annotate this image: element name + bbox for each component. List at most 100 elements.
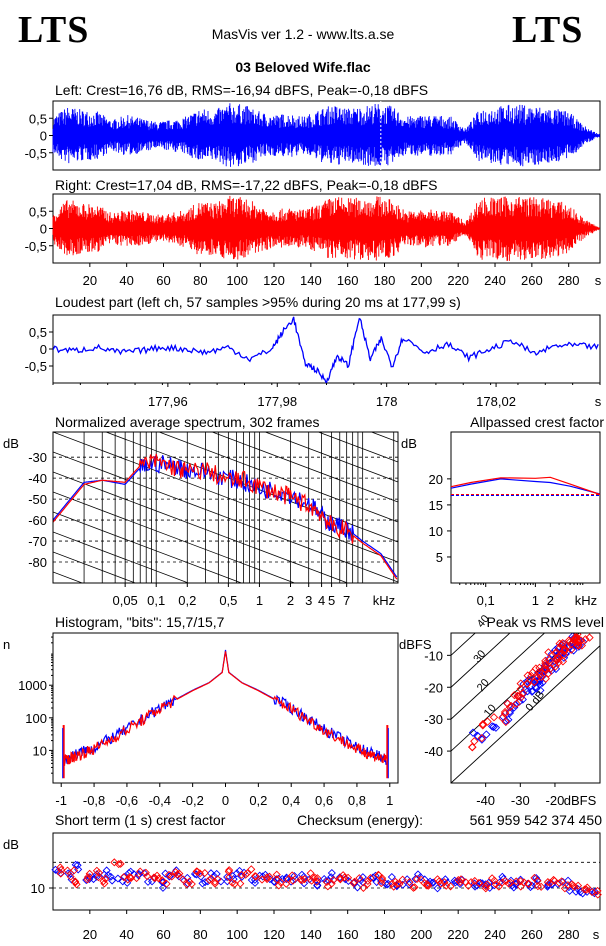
peak-vs-rms-point-right bbox=[555, 639, 564, 648]
short-term-crest-point-right bbox=[126, 873, 135, 882]
histogram-ytick-label: 10 bbox=[33, 743, 47, 758]
peak-vs-rms-point-right bbox=[522, 679, 532, 688]
short-term-crest-point-right bbox=[200, 868, 209, 878]
loudest-part-ytick-label: -0,5 bbox=[25, 359, 47, 374]
short-term-crest-point-right bbox=[557, 877, 566, 886]
histogram-chart: n 1000 100 10 -1 -0,8 -0,6 -0,4 -0,2 0 0,2 0,4 0,6 0,… bbox=[3, 632, 399, 808]
short-term-crest-point-left bbox=[143, 877, 153, 886]
peak-vs-rms-ylabel: dBFS bbox=[399, 637, 432, 652]
peak-vs-rms-point-right bbox=[573, 633, 582, 639]
avg-spectrum-slope-line bbox=[53, 551, 137, 583]
short-term-crest-point-right bbox=[187, 879, 196, 889]
loudest-part-ytick-label: 0 bbox=[40, 342, 47, 357]
allpassed-crest-chart: dB 20 15 10 5 0,1 1 2 kHz bbox=[401, 431, 601, 608]
histogram-xtick-label: -0,8 bbox=[83, 793, 105, 808]
short-term-crest-point-right bbox=[329, 875, 338, 885]
peak-vs-rms-title: Peak vs RMS level bbox=[487, 614, 604, 630]
allpassed-crest-ytick-label: 20 bbox=[429, 472, 443, 487]
waveform-right-series bbox=[52, 195, 600, 261]
waveform-right-xtick-label: 140 bbox=[300, 273, 322, 288]
short-term-crest-xtick-label: 80 bbox=[193, 927, 207, 942]
short-term-crest-point-right bbox=[393, 879, 402, 888]
peak-vs-rms-point-right bbox=[585, 633, 594, 642]
peak-vs-rms-crest-line bbox=[451, 645, 600, 783]
short-term-crest-point-left bbox=[358, 873, 367, 882]
histogram-xtick-label: 1 bbox=[386, 793, 393, 808]
short-term-crest-point-right bbox=[237, 870, 246, 879]
waveform-left-ytick-label: 0 bbox=[40, 129, 47, 144]
histogram-ytick-label: 1000 bbox=[18, 678, 47, 693]
peak-vs-rms-point-right bbox=[516, 684, 525, 694]
peak-vs-rms-point-right bbox=[560, 645, 569, 654]
short-term-crest-point-left bbox=[198, 879, 207, 888]
histogram-xtick-label: -0,2 bbox=[181, 793, 203, 808]
peak-vs-rms-point-right bbox=[500, 709, 510, 718]
peak-vs-rms-point-left bbox=[559, 653, 569, 662]
avg-spectrum-xtick-label: 0,5 bbox=[219, 593, 237, 608]
short-term-crest-point-right bbox=[225, 866, 234, 875]
short-term-crest-point-left bbox=[216, 877, 225, 886]
short-term-crest-point-right bbox=[57, 865, 66, 874]
short-term-crest-point-left bbox=[274, 874, 283, 883]
peak-vs-rms-point-right bbox=[513, 691, 522, 701]
waveform-left-ytick-label: 0,5 bbox=[29, 111, 47, 126]
short-term-crest-point-left bbox=[54, 867, 63, 876]
waveform-left-chart: 0,5 0 -0,5 bbox=[25, 100, 601, 171]
short-term-crest-point-left bbox=[73, 861, 82, 870]
short-term-crest-point-right bbox=[456, 875, 466, 884]
short-term-crest-frame bbox=[52, 832, 601, 911]
histogram-xtick-label: 0 bbox=[222, 793, 229, 808]
loudest-part-xtick-label: 177,96 bbox=[148, 394, 188, 409]
waveform-left-ytick-label: -0,5 bbox=[25, 146, 47, 161]
allpassed-crest-xunit: kHz bbox=[575, 593, 597, 608]
loudest-part-xtick-label: 177,98 bbox=[257, 394, 297, 409]
avg-spectrum-ytick-label: -80 bbox=[28, 555, 47, 570]
short-term-crest-point-left bbox=[387, 872, 396, 882]
peak-vs-rms-point-right bbox=[541, 659, 550, 668]
short-term-crest-point-left bbox=[547, 879, 556, 888]
short-term-crest-point-right bbox=[574, 881, 583, 890]
short-term-crest-point-right bbox=[71, 877, 80, 886]
avg-spectrum-xtick-label: 0,05 bbox=[112, 593, 137, 608]
waveform-right-xunit: s bbox=[595, 273, 602, 288]
short-term-crest-point-right bbox=[516, 882, 525, 891]
short-term-crest-point-right bbox=[213, 875, 222, 884]
short-term-crest-point-right bbox=[524, 879, 533, 888]
short-term-crest-point-right bbox=[224, 867, 233, 876]
short-term-crest-xtick-label: 260 bbox=[521, 927, 543, 942]
avg-spectrum-slope-line bbox=[53, 432, 398, 563]
short-term-crest-point-right bbox=[288, 871, 297, 880]
peak-vs-rms-point-right bbox=[554, 652, 563, 662]
loudest-part-xunit: s bbox=[595, 394, 602, 409]
short-term-crest-point-right bbox=[560, 884, 569, 893]
peak-vs-rms-point-right bbox=[477, 733, 486, 743]
short-term-crest-point-left bbox=[106, 872, 115, 881]
short-term-crest-point-right bbox=[274, 881, 283, 890]
allpassed-crest-ytick-label: 5 bbox=[436, 550, 443, 565]
short-term-crest-point-right bbox=[70, 866, 79, 875]
avg-spectrum-slope-line bbox=[264, 432, 398, 483]
allpassed-crest-series-left bbox=[450, 478, 601, 495]
peak-vs-rms-plot bbox=[451, 633, 600, 783]
peak-vs-rms-point-right bbox=[512, 699, 521, 708]
peak-vs-rms-ytick-label: -30 bbox=[424, 712, 443, 727]
loudest-part-ytick-label: 0,5 bbox=[29, 325, 47, 340]
peak-vs-rms-point-left bbox=[504, 715, 513, 724]
peak-vs-rms-xlabel: dBFS bbox=[564, 793, 597, 808]
peak-vs-rms-point-right bbox=[565, 637, 575, 646]
short-term-crest-point-left bbox=[353, 883, 362, 892]
short-term-crest-point-right bbox=[66, 872, 75, 881]
short-term-crest-point-right bbox=[225, 873, 234, 882]
short-term-crest-point-left bbox=[429, 878, 438, 887]
avg-spectrum-slope-line bbox=[53, 652, 398, 782]
avg-spectrum-xtick-label: 0,1 bbox=[147, 593, 165, 608]
short-term-crest-point-left bbox=[237, 872, 246, 881]
peak-vs-rms-point-right bbox=[503, 699, 512, 708]
short-term-crest-point-right bbox=[498, 878, 507, 887]
histogram-xtick-label: 0,2 bbox=[249, 793, 267, 808]
short-term-crest-point-right bbox=[83, 873, 92, 882]
waveform-left-series bbox=[52, 103, 600, 167]
short-term-crest-point-left bbox=[250, 878, 260, 887]
avg-spectrum-slope-line bbox=[317, 432, 398, 463]
